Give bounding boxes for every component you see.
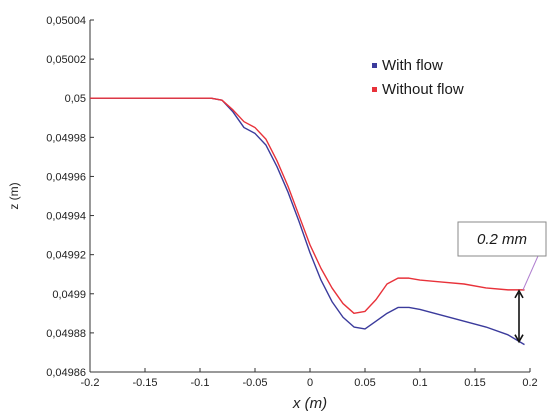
annotation-box <box>457 221 547 257</box>
x-axis-label: x (m) <box>292 395 327 412</box>
y-tick-label: 0,05 <box>65 93 86 105</box>
x-tick-label: -0.2 <box>81 377 100 389</box>
x-tick-label: -0.15 <box>132 377 157 389</box>
annotation-group: 0.2 mm <box>457 221 547 344</box>
x-tick-label: 0.2 <box>522 377 537 389</box>
legend-label: With flow <box>382 57 443 74</box>
annotation-label: 0.2 mm <box>477 231 527 248</box>
series-group <box>90 97 525 346</box>
x-tick-label: -0.05 <box>242 377 267 389</box>
y-tick-label: 0,05004 <box>46 15 86 27</box>
x-tick-label: 0.15 <box>464 377 485 389</box>
series-line-with-flow <box>90 97 525 346</box>
x-tick-label: 0.05 <box>354 377 375 389</box>
x-tick-label: 0 <box>307 377 313 389</box>
dimension-arrowhead-bottom <box>514 334 524 344</box>
x-tick-label: -0.1 <box>191 377 210 389</box>
axes: -0.2 -0.15 -0.1 -0.05 0 0.05 0.1 0.15 0.2 0,04986… <box>7 15 538 412</box>
x-tick-label: 0.1 <box>412 377 427 389</box>
series-line-without-flow <box>90 97 525 315</box>
y-tick-label: 0,05002 <box>46 54 86 66</box>
y-axis-label: z (m) <box>7 182 21 209</box>
y-tick-label: 0,0499 <box>52 289 86 301</box>
y-tick-label: 0,04988 <box>46 328 86 340</box>
dimension-arrowhead-top <box>514 289 524 299</box>
y-tick-label: 0,04992 <box>46 250 86 262</box>
legend-marker <box>372 87 377 92</box>
y-tick-label: 0,04998 <box>46 132 86 144</box>
y-tick-label: 0,04994 <box>46 211 86 223</box>
legend-label: Without flow <box>382 81 464 98</box>
legend: With flow Without flow <box>372 57 464 98</box>
y-tick-label: 0,04996 <box>46 171 86 183</box>
legend-marker <box>372 63 377 68</box>
annotation-leader-line <box>522 255 539 291</box>
y-tick-label: 0,04986 <box>46 367 86 379</box>
